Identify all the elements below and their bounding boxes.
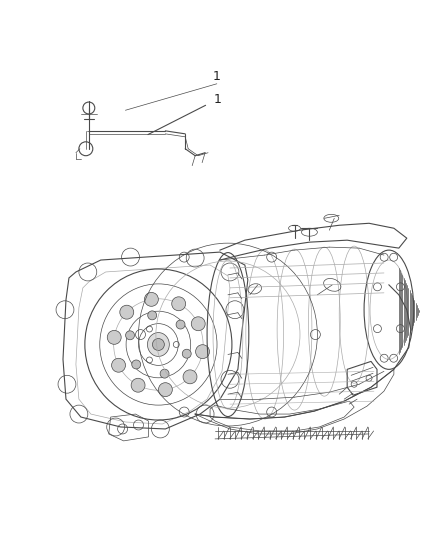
Circle shape (159, 383, 172, 397)
Circle shape (183, 370, 197, 384)
Circle shape (196, 345, 209, 359)
Circle shape (148, 311, 157, 320)
Circle shape (191, 317, 205, 330)
Circle shape (176, 320, 185, 329)
Circle shape (172, 297, 186, 311)
Circle shape (126, 331, 134, 340)
Circle shape (182, 349, 191, 358)
Circle shape (107, 330, 121, 344)
Circle shape (160, 369, 169, 378)
Text: 1: 1 (214, 93, 222, 106)
Circle shape (145, 293, 159, 306)
Circle shape (131, 378, 145, 392)
Ellipse shape (148, 333, 170, 357)
Circle shape (120, 305, 134, 319)
Text: 1: 1 (213, 70, 221, 83)
Circle shape (112, 358, 126, 372)
Ellipse shape (152, 338, 164, 351)
Circle shape (132, 360, 141, 369)
